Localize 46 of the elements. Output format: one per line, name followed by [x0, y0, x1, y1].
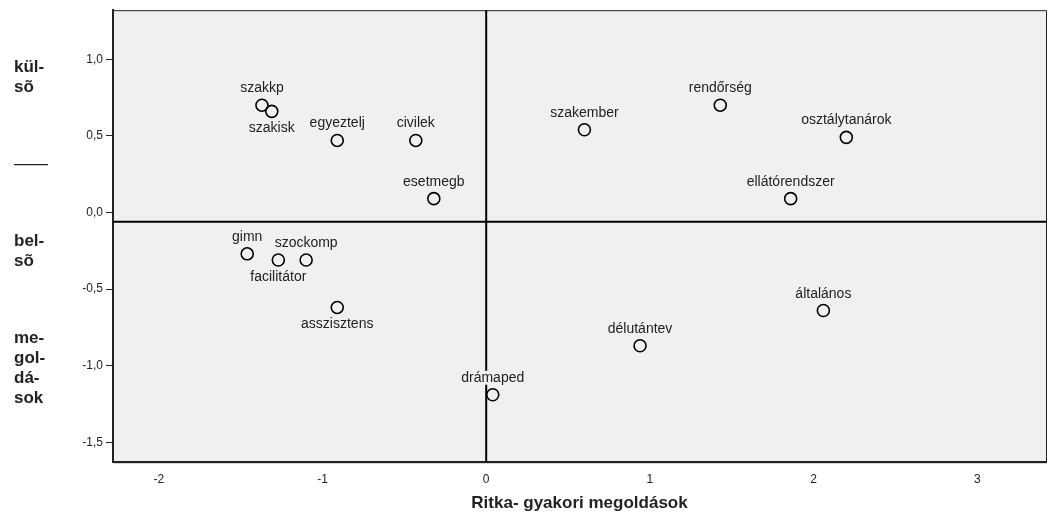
- point: [485, 387, 500, 402]
- annotation: szockomp: [274, 233, 338, 250]
- x-axis-title: Ritka- gyakori megoldások: [471, 493, 689, 513]
- x-tick-label: 0: [482, 471, 490, 486]
- y-tick-label: -0,5: [82, 281, 104, 296]
- point: [330, 133, 345, 148]
- point: [427, 191, 441, 206]
- annotation: asszisztens: [301, 315, 374, 332]
- x-tick-label: -1: [317, 471, 329, 486]
- x-tick-label: 1: [646, 471, 654, 486]
- annotation: osztálytanárok: [801, 111, 893, 128]
- annotation: délutántev: [607, 319, 673, 336]
- annotation: esetmegb: [403, 172, 465, 189]
- annotation: szakkp: [240, 79, 284, 96]
- annotation: gimn: [232, 227, 263, 244]
- point: [330, 300, 345, 315]
- x-tick-label: -2: [153, 471, 165, 486]
- annotation: drámaped: [461, 368, 525, 385]
- point: [783, 191, 798, 206]
- point: [255, 98, 269, 112]
- text: kül- sõ — bel- sõ me- gol- dá- sok: [14, 57, 48, 407]
- annotation: szakisk: [248, 119, 296, 136]
- y-tick-label: 1,0: [86, 51, 104, 66]
- point: [240, 247, 255, 261]
- point: [271, 253, 286, 267]
- annotation: civilek: [396, 114, 436, 131]
- annotation: egyeztelj: [309, 114, 365, 131]
- x-tick-label: 2: [810, 471, 818, 486]
- x-tick-label: 3: [973, 471, 981, 486]
- y-tick-label: 0,0: [86, 204, 104, 219]
- annotation: általános: [795, 284, 852, 301]
- y-tick-label: -1,5: [82, 434, 104, 449]
- annotation: facilitátor: [250, 267, 307, 284]
- point: [816, 303, 831, 318]
- annotation: szakember: [550, 103, 619, 120]
- y-tick-label: -1,0: [82, 357, 104, 372]
- point: [839, 130, 854, 145]
- point: [713, 98, 728, 112]
- point: [299, 253, 313, 267]
- point: [633, 338, 647, 353]
- point: [409, 133, 423, 148]
- point: [577, 122, 592, 137]
- annotation: rendőrség: [688, 79, 752, 96]
- annotation: ellátórendszer: [746, 172, 835, 189]
- y-tick-label: 0,5: [86, 128, 104, 143]
- point: [264, 104, 279, 119]
